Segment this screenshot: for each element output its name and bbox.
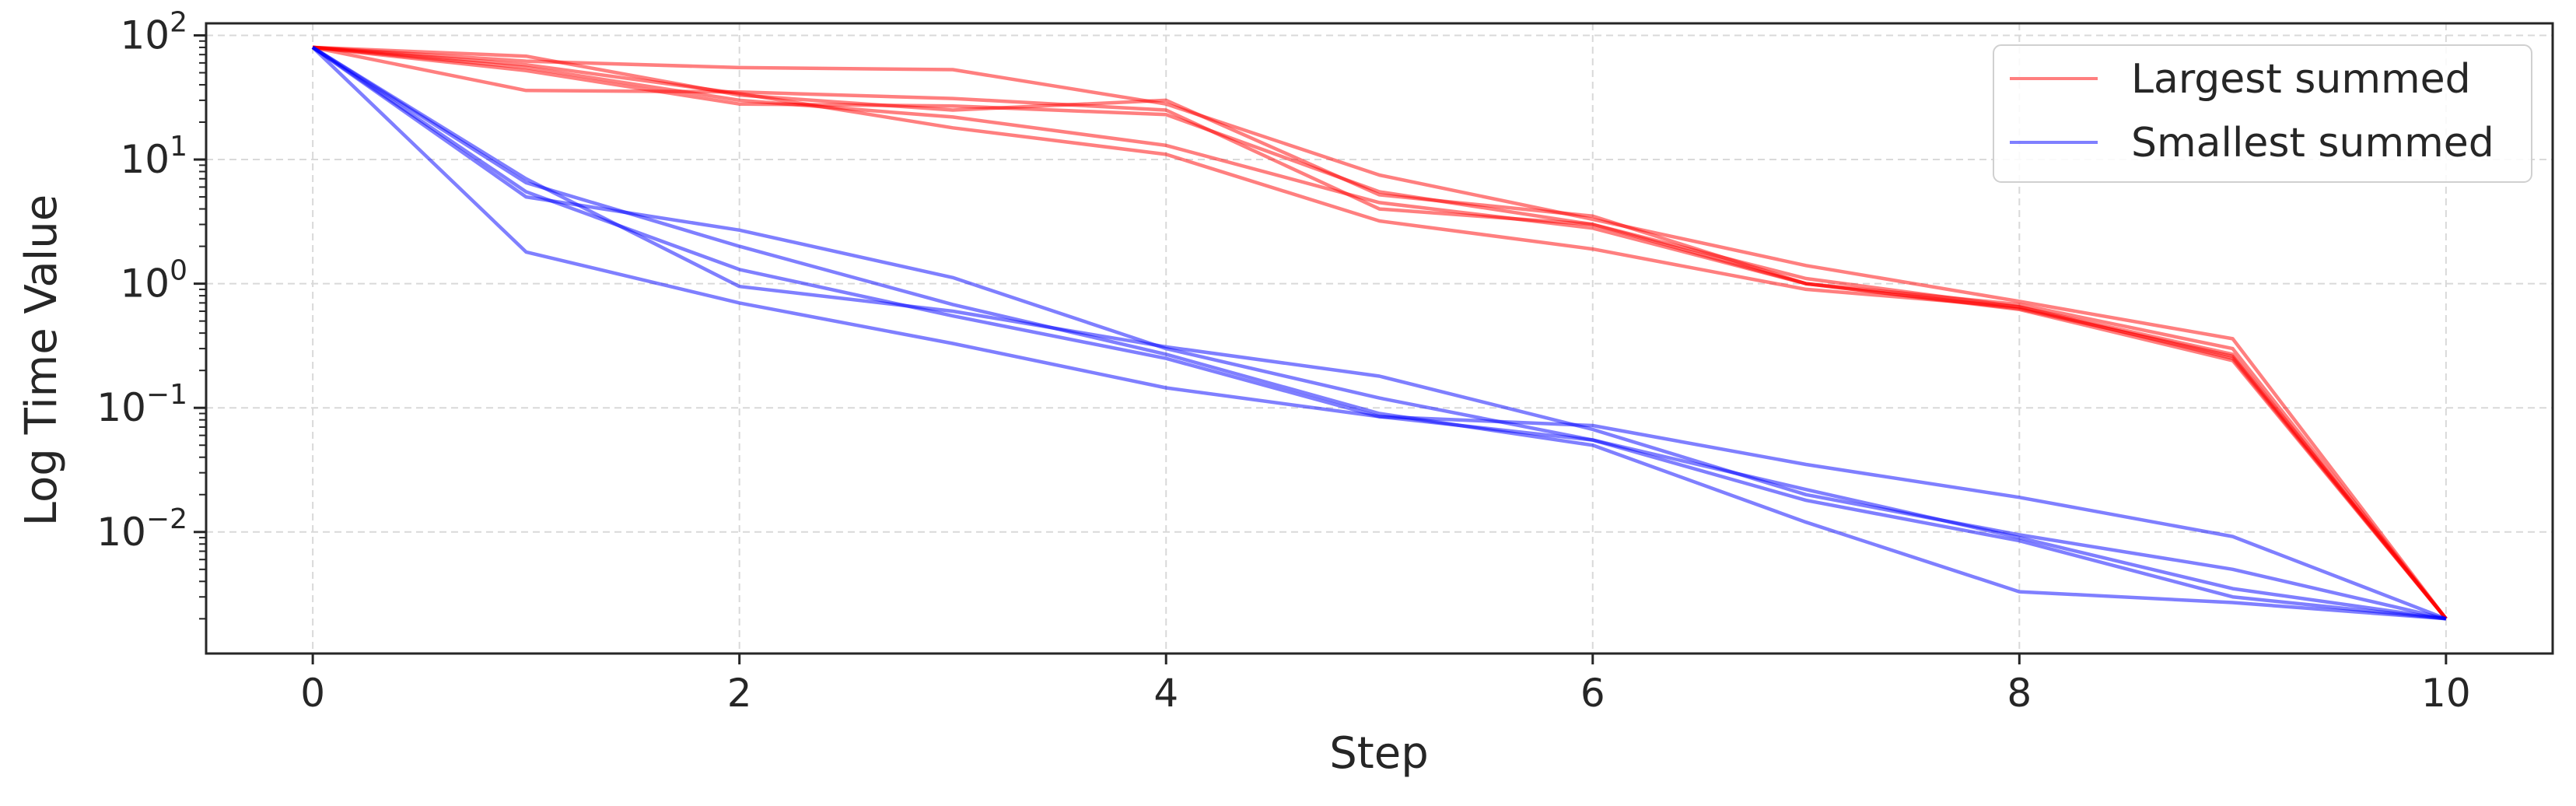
smallest-summed-line-5 <box>311 46 2447 621</box>
x-tick-label: 8 <box>2007 671 2032 716</box>
largest-summed-line-2 <box>312 45 2448 620</box>
largest-summed-line-6 <box>312 45 2448 620</box>
plot-frame <box>205 22 2554 655</box>
smallest-summed-line-2 <box>311 46 2447 621</box>
legend-label-largest-summed: Largest summed <box>2131 56 2471 103</box>
x-tick-label: 10 <box>2421 671 2471 716</box>
x-tick-label: 6 <box>1580 671 1605 716</box>
smallest-summed-line-3 <box>311 46 2447 621</box>
legend-frame <box>1993 44 2532 183</box>
x-tick-label: 4 <box>1153 671 1178 716</box>
y-tick-label: 102 <box>120 6 187 58</box>
x-tick-label: 0 <box>300 671 325 716</box>
y-tick-label: 10−1 <box>96 379 187 430</box>
y-tick-label: 10−2 <box>96 503 187 555</box>
y-axis-label: Log Time Value <box>16 194 67 526</box>
axes: 0 2 4 6 8 10 10−2 10−1 100 101 102 <box>96 6 2554 716</box>
series-lines <box>311 45 2448 621</box>
y-tick-label: 100 <box>120 255 187 307</box>
x-axis-label: Step <box>1329 728 1429 779</box>
x-tick-label: 2 <box>727 671 752 716</box>
legend: Largest summed Smallest summed <box>1993 44 2532 183</box>
smallest-summed-line-4 <box>311 45 2447 621</box>
largest-summed-line-5 <box>312 45 2448 620</box>
legend-label-smallest-summed: Smallest summed <box>2131 120 2494 166</box>
y-tick-label: 101 <box>120 131 187 182</box>
